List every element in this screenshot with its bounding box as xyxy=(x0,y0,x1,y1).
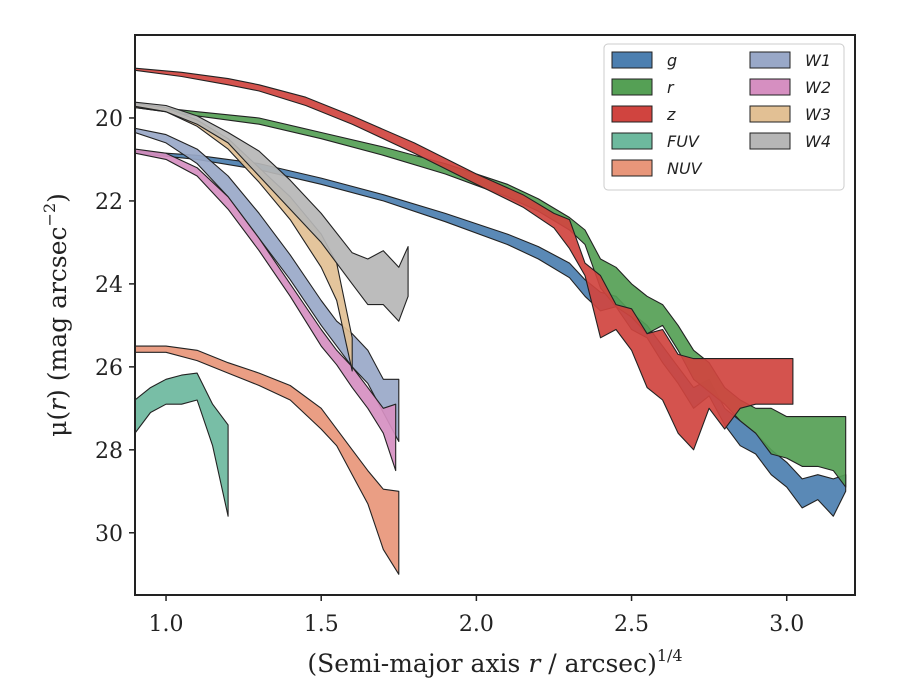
series-bands xyxy=(135,67,847,575)
y-tick-label: 26 xyxy=(95,356,123,381)
legend-label: W3 xyxy=(805,105,831,124)
legend-label: W2 xyxy=(805,78,831,97)
x-tick-label: 1.5 xyxy=(304,612,339,637)
legend-swatch xyxy=(749,105,791,123)
y-tick-label: 20 xyxy=(95,107,123,132)
legend-item-W3: W3 xyxy=(749,105,831,124)
legend-item-W2: W2 xyxy=(749,78,831,97)
band-FUV xyxy=(135,372,229,517)
legend-item-NUV: NUV xyxy=(611,159,703,178)
y-tick-label: 24 xyxy=(95,273,123,298)
legend-swatch xyxy=(611,78,653,96)
legend-label: z xyxy=(666,105,676,124)
band-g xyxy=(135,150,847,517)
legend-swatch xyxy=(749,78,791,96)
legend-label: NUV xyxy=(667,159,703,178)
y-axis-label-mid: ) (mag arcsec xyxy=(43,226,72,399)
x-axis-label-var: r xyxy=(528,649,542,678)
legend-item-FUV: FUV xyxy=(611,132,700,151)
legend-label: g xyxy=(667,51,677,70)
y-axis-label-sup: −2 xyxy=(40,203,59,227)
y-tick-label: 28 xyxy=(95,439,123,464)
plot-frame xyxy=(134,34,856,596)
y-tick-label: 30 xyxy=(95,522,123,547)
band-z xyxy=(135,67,794,451)
band-NUV xyxy=(135,345,400,575)
x-tick-label: 2.5 xyxy=(614,612,649,637)
x-tick-label: 3.0 xyxy=(769,612,804,637)
legend-item-r: r xyxy=(611,78,675,97)
x-axis-label: (Semi-major axis r / arcsec)1/4 xyxy=(307,646,682,678)
legend-label: W4 xyxy=(805,132,831,151)
legend-label: r xyxy=(667,78,675,97)
legend: grz FUV NUV W1 W2 W3 W4 xyxy=(603,43,845,191)
x-tick-label: 1.0 xyxy=(149,612,184,637)
legend-swatch xyxy=(611,132,653,150)
band-W2 xyxy=(135,148,397,472)
x-axis-label-post: / arcsec) xyxy=(540,649,657,678)
legend-swatch xyxy=(611,51,653,69)
y-axis-label-post: ) xyxy=(43,193,72,203)
legend-item-W1: W1 xyxy=(749,51,831,70)
x-axis-label-pre: (Semi-major axis xyxy=(307,649,528,678)
legend-swatch xyxy=(749,51,791,69)
legend-swatch xyxy=(749,132,791,150)
legend-label: W1 xyxy=(805,51,831,70)
y-tick-label: 22 xyxy=(95,190,123,215)
legend-label: FUV xyxy=(667,132,700,151)
legend-item-g: g xyxy=(611,51,677,70)
y-axis-label: μ(r) (mag arcsec−2) xyxy=(40,193,72,437)
y-axis-label-pre: μ( xyxy=(43,411,72,437)
legend-swatch xyxy=(611,159,653,177)
y-axis-label-var: r xyxy=(43,397,72,411)
band-W4 xyxy=(135,101,409,322)
legend-item-z: z xyxy=(611,105,676,124)
x-tick-label: 2.0 xyxy=(459,612,494,637)
legend-item-W4: W4 xyxy=(749,132,831,151)
x-axis-label-sup: 1/4 xyxy=(657,646,683,665)
legend-swatch xyxy=(611,105,653,123)
